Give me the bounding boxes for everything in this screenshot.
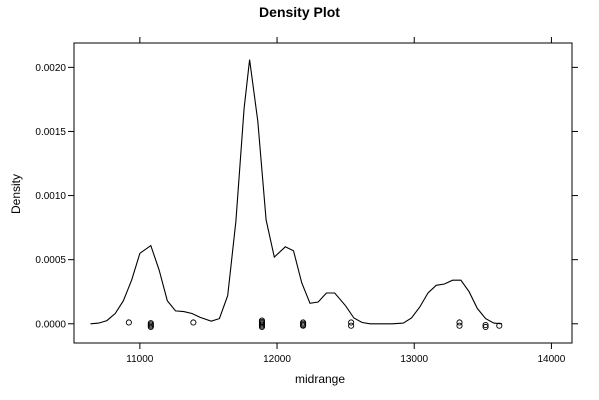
rug-point bbox=[456, 322, 463, 329]
x-tick-label: 11000 bbox=[126, 354, 154, 365]
y-tick-label: 0.0015 bbox=[35, 127, 66, 138]
y-tick-label: 0.0000 bbox=[35, 319, 66, 330]
rug-point bbox=[348, 322, 355, 329]
x-tick-label: 14000 bbox=[538, 354, 566, 365]
rug-point bbox=[482, 322, 489, 329]
rug-point bbox=[348, 319, 355, 326]
x-axis-label: midrange bbox=[295, 372, 345, 386]
rug-point bbox=[456, 319, 463, 326]
rug-point bbox=[258, 323, 266, 331]
y-tick-label: 0.0005 bbox=[35, 255, 66, 266]
rug-point bbox=[482, 323, 489, 331]
y-tick-label: 0.0020 bbox=[35, 63, 66, 74]
rug-point bbox=[190, 319, 197, 326]
plot-area: 11000 12000 13000 14000 0.0000 0.0005 0.0010 0.… bbox=[35, 37, 578, 365]
x-tick-label: 12000 bbox=[263, 354, 291, 365]
rug-point bbox=[496, 322, 503, 329]
chart-title: Density Plot bbox=[259, 4, 340, 20]
rug-point bbox=[125, 319, 132, 326]
y-tick-label: 0.0010 bbox=[35, 191, 66, 202]
rug-point bbox=[300, 322, 307, 329]
y-axis-label: Density bbox=[9, 174, 23, 214]
rug-point bbox=[147, 323, 154, 331]
density-line bbox=[90, 59, 503, 325]
plot-frame bbox=[73, 42, 573, 344]
x-tick-label: 13000 bbox=[400, 354, 428, 365]
